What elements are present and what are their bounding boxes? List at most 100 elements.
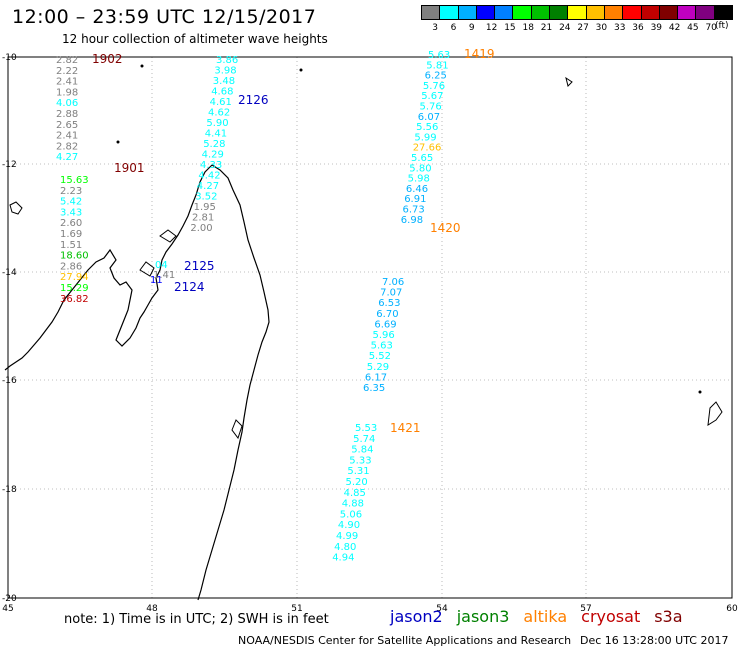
legend-label: 21 (540, 23, 553, 33)
satellite-altika: altika (523, 607, 568, 626)
swh-value: 6.35 (363, 383, 385, 394)
track-id-2124: 2124 (174, 280, 205, 294)
swh-value: 1.51 (60, 240, 82, 251)
swh-value: 5.84 (351, 445, 373, 456)
swh-value: 36.82 (60, 294, 89, 305)
swh-value: 5.65 (411, 153, 433, 164)
lon-label: 45 (2, 604, 13, 614)
swh-value: 5.52 (369, 351, 391, 362)
swh-value: 2.22 (56, 66, 78, 77)
swh-value: 5.33 (349, 455, 371, 466)
lon-label: 57 (580, 604, 591, 614)
swh-value: 18.60 (60, 251, 89, 262)
satellite-list: jason2 jason3 altika cryosat s3a (390, 607, 683, 626)
map-border (7, 56, 733, 599)
legend-label: 30 (595, 23, 608, 33)
swh-value: 5.63 (428, 50, 450, 61)
lat-label: -14 (2, 268, 17, 278)
island-dot (140, 64, 144, 68)
swh-value: 6.46 (406, 184, 428, 195)
swh-value: 4.99 (336, 531, 358, 542)
coast-fragment (565, 76, 573, 87)
island-dot (116, 140, 120, 144)
swh-value: 2.82 (56, 55, 78, 66)
lat-label: -12 (2, 160, 17, 170)
lon-label: 54 (436, 604, 448, 614)
swh-value: 4.29 (202, 150, 224, 161)
swh-value: 6.73 (403, 205, 425, 216)
swh-value: 6.69 (374, 319, 396, 330)
legend-label: 42 (668, 23, 681, 33)
swh-value: 2.65 (56, 120, 78, 131)
swh-value: 5.63 (371, 341, 393, 352)
legend-unit: (ft) (715, 21, 729, 31)
legend-label: 18 (522, 23, 534, 33)
swh-value: 1.41 (153, 270, 175, 281)
legend-label: 39 (650, 23, 663, 33)
swh-value: 3.52 (195, 192, 217, 203)
swh-value: 4.68 (211, 87, 233, 98)
swh-value: 27.66 (413, 143, 442, 154)
coast-fragment (139, 261, 155, 277)
swh-value: 2.60 (60, 218, 82, 229)
swh-value: 7.06 (382, 277, 404, 288)
swh-value: 11 (150, 275, 163, 286)
credit-line: NOAA/NESDIS Center for Satellite Applica… (238, 634, 572, 647)
swh-value: 4.80 (334, 542, 356, 553)
legend-label: 36 (632, 23, 644, 33)
lon-label: 51 (291, 604, 302, 614)
legend-label: 15 (504, 23, 516, 33)
swh-value: 5.31 (347, 466, 369, 477)
legend-label: 3 (432, 23, 439, 33)
swh-value: 4.27 (56, 152, 78, 163)
track-labels: 2.822.222.411.984.062.882.652.412.824.27… (56, 47, 495, 564)
madagascar-coastline (4, 164, 270, 601)
track-id-1421: 1421 (390, 421, 421, 435)
swh-value: 5.06 (340, 509, 362, 520)
coast-fragment (231, 419, 243, 440)
swh-value: 4.62 (208, 108, 230, 119)
swh-value: 27.94 (60, 272, 89, 283)
lat-label: -20 (2, 594, 17, 604)
track-id-1420: 1420 (430, 221, 461, 235)
swh-value: 5.42 (60, 197, 82, 208)
swh-value: 5.96 (373, 330, 395, 341)
swh-value: 5.81 (426, 60, 448, 71)
lat-label: -10 (2, 53, 17, 63)
swh-value: 5.20 (346, 477, 368, 488)
swh-value: 5.56 (416, 122, 438, 133)
legend-label: 6 (450, 23, 457, 33)
legend-cell: 9 (457, 5, 477, 33)
swh-value: 2.23 (60, 186, 82, 197)
swh-value: 5.80 (409, 163, 431, 174)
swh-value: 6.53 (378, 298, 400, 309)
legend-label: 27 (577, 23, 589, 33)
swh-value: 7.07 (380, 288, 402, 299)
swh-value: 2.81 (192, 213, 214, 224)
coast-fragment (707, 401, 723, 426)
page-title: 12:00 – 23:59 UTC 12/15/2017 (12, 6, 317, 28)
swh-value: 2.88 (56, 109, 78, 120)
coastline (4, 64, 723, 601)
swh-value: 2.41 (56, 131, 78, 142)
swh-value: 4.06 (56, 98, 78, 109)
swh-value: 3.86 (216, 55, 238, 66)
swh-value: 15.63 (60, 175, 89, 186)
lon-label: 48 (146, 604, 158, 614)
swh-value: 3.43 (60, 207, 82, 218)
swh-value: 2.82 (56, 141, 78, 152)
legend-cell (713, 5, 734, 33)
swh-value: 4.33 (200, 160, 222, 171)
swh-value: 4.41 (205, 129, 227, 140)
track-id-1419: 1419 (464, 47, 495, 61)
legend-label: 70 (705, 23, 717, 33)
swh-value: 5.76 (423, 81, 445, 92)
swh-value: 4.27 (197, 181, 219, 192)
coast-fragment (159, 229, 177, 243)
swh-value: 5.29 (367, 362, 389, 373)
color-legend: 3 6 9 12 15 18 21 24 27 30 33 36 39 42 45 70 (421, 5, 734, 33)
swh-value: 5.53 (355, 423, 377, 434)
swh-value: 4.61 (210, 97, 232, 108)
swh-value: 6.70 (376, 309, 398, 320)
